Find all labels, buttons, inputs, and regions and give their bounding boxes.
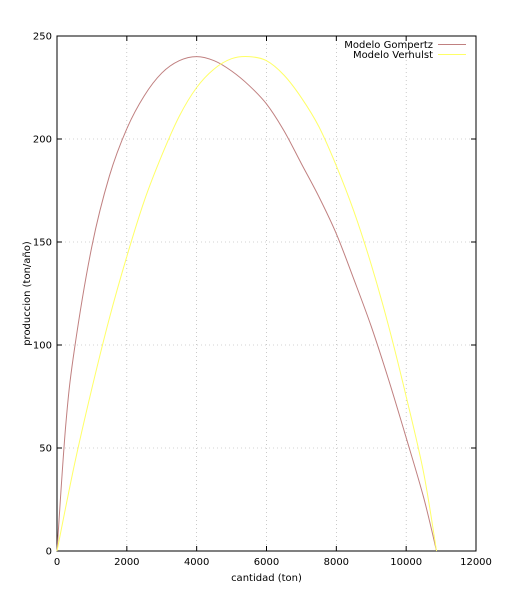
y-tick-label: 250 [33, 32, 52, 43]
series-line-1 [56, 55, 438, 552]
x-tick-label: 12000 [460, 557, 492, 568]
x-tick-label: 10000 [390, 557, 422, 568]
y-tick-label: 150 [33, 238, 52, 249]
y-tick-label: 100 [33, 341, 52, 352]
legend-label: Modelo Verhulst [353, 50, 433, 61]
x-tick-label: 4000 [184, 557, 209, 568]
x-axis-label: cantidad (ton) [231, 573, 302, 584]
x-tick-label: 8000 [324, 557, 349, 568]
y-tick-label: 200 [33, 135, 52, 146]
x-tick-label: 2000 [114, 557, 139, 568]
y-tick-label: 0 [46, 547, 52, 558]
series-layer [56, 55, 438, 552]
y-axis-label: produccion (ton/año) [22, 241, 33, 346]
series-line-0 [56, 56, 438, 552]
x-tick-label: 6000 [254, 557, 279, 568]
x-tick-label: 0 [54, 557, 60, 568]
legend-label: Modelo Gompertz [344, 40, 433, 51]
y-tick-label: 50 [39, 444, 52, 455]
tick-layer: 0 2000 4000 6000 8000 10000 12000 0 50 100 150 200 2… [33, 32, 492, 569]
